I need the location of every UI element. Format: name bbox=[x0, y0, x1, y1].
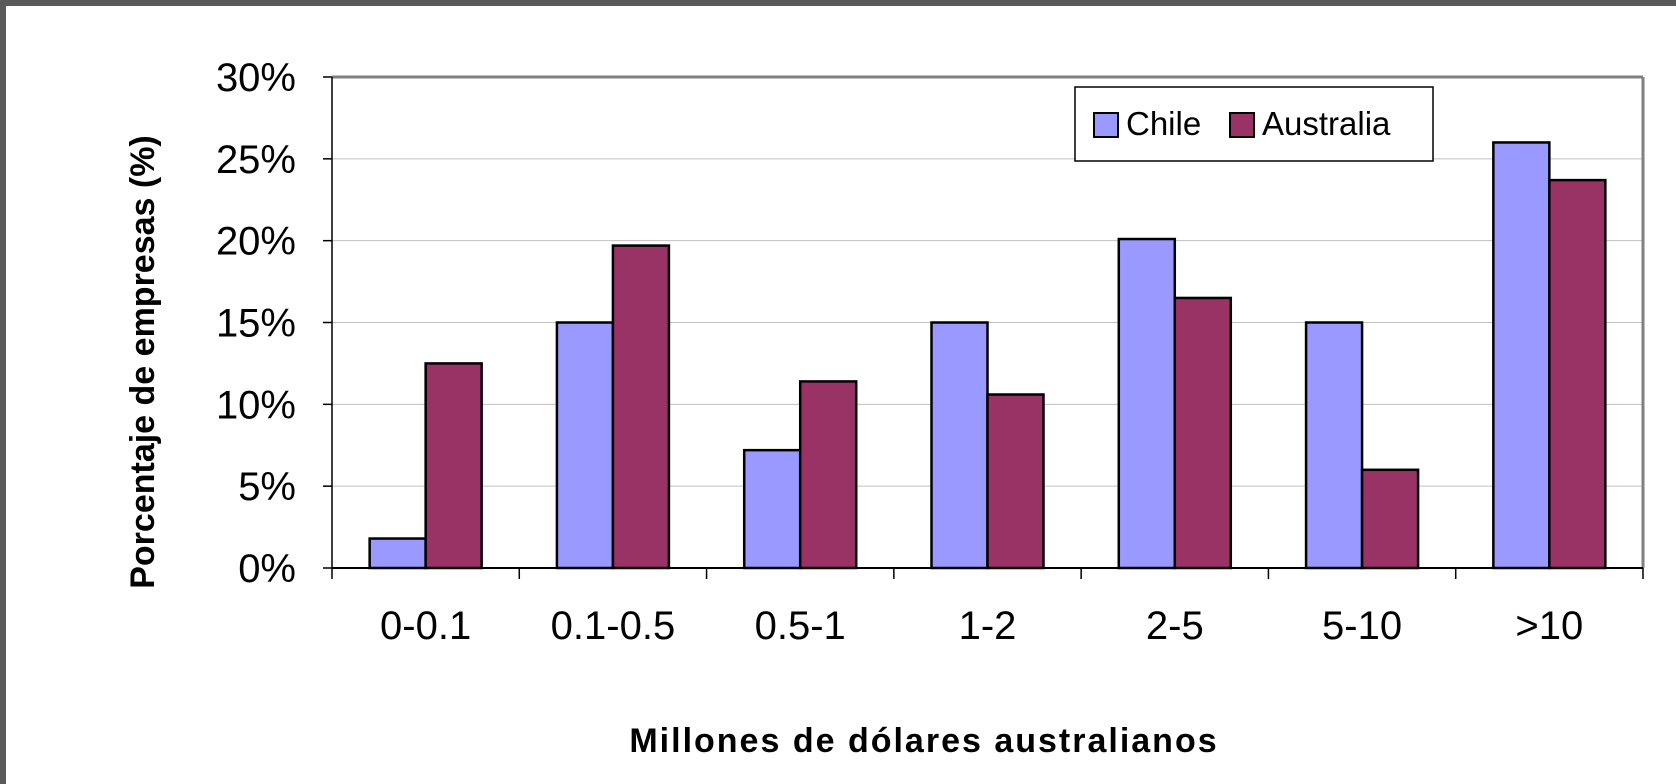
bar-australia-5 bbox=[1360, 468, 1420, 570]
y-tick-label: 5% bbox=[238, 465, 296, 509]
x-tick-label: 0.1-0.5 bbox=[551, 604, 676, 648]
bar-chile-3 bbox=[930, 321, 989, 570]
legend-swatch-chile bbox=[1093, 112, 1119, 138]
x-tick-label: 5-10 bbox=[1322, 604, 1402, 648]
bar-australia-1 bbox=[611, 244, 671, 570]
bar-chile-1 bbox=[555, 321, 615, 570]
bar-chile-4 bbox=[1117, 237, 1177, 570]
x-axis-title: Millones de dólares australianos bbox=[629, 722, 1218, 760]
bar-australia-0 bbox=[424, 362, 483, 570]
bar-australia-4 bbox=[1173, 296, 1233, 570]
y-tick-label: 30% bbox=[216, 56, 296, 100]
legend-label-chile: Chile bbox=[1126, 105, 1201, 142]
bar-chart: 0% 5% 10% 15% 20% 25% 30% 0-0.1 0.1-0.5 0.5-1 1-2… bbox=[124, 56, 1645, 760]
y-tick-label: 25% bbox=[216, 138, 296, 182]
chart-area: 0% 5% 10% 15% 20% 25% 30% 0-0.1 0.1-0.5 0.5-1 1-2… bbox=[6, 6, 1676, 784]
bars bbox=[368, 141, 1607, 570]
x-tick-label: 0.5-1 bbox=[755, 604, 846, 648]
bar-australia-2 bbox=[798, 380, 858, 570]
bar-chile-0 bbox=[368, 537, 427, 570]
bar-chile-6 bbox=[1492, 141, 1551, 570]
y-tick-label: 20% bbox=[216, 220, 296, 264]
y-tick-label: 15% bbox=[216, 302, 296, 346]
legend-label-australia: Australia bbox=[1262, 105, 1391, 142]
y-axis-title: Porcentaje de empresas (%) bbox=[124, 135, 162, 589]
bar-chile-2 bbox=[742, 448, 802, 570]
x-tick-label: >10 bbox=[1515, 604, 1583, 648]
x-tick-label: 2-5 bbox=[1146, 604, 1204, 648]
bar-australia-6 bbox=[1548, 178, 1607, 570]
legend-swatch-australia bbox=[1229, 112, 1255, 138]
x-tick-label: 0-0.1 bbox=[380, 604, 471, 648]
x-tick-label: 1-2 bbox=[959, 604, 1017, 648]
x-tick-labels: 0-0.1 0.1-0.5 0.5-1 1-2 2-5 5-10 >10 bbox=[380, 604, 1583, 648]
y-tick-labels: 0% 5% 10% 15% 20% 25% 30% bbox=[216, 56, 296, 591]
bar-australia-3 bbox=[986, 393, 1045, 570]
axes bbox=[323, 75, 1645, 579]
y-tick-label: 10% bbox=[216, 383, 296, 427]
legend: Chile Australia bbox=[1074, 86, 1434, 162]
bar-chile-5 bbox=[1304, 321, 1364, 570]
y-tick-label: 0% bbox=[238, 547, 296, 591]
